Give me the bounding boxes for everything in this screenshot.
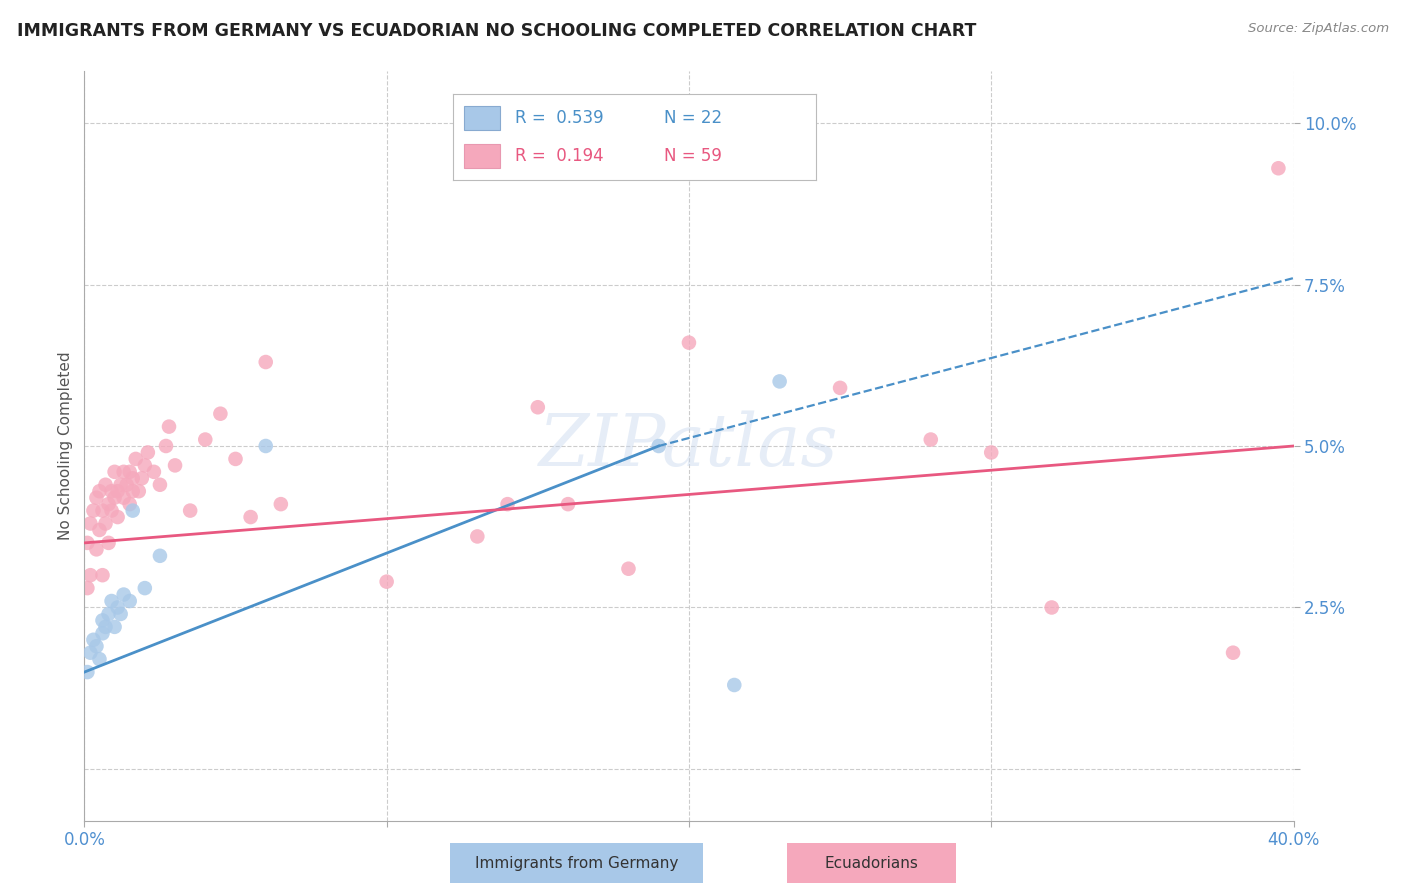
Point: [89, 484, 111, 499]
Point: [149, 477, 172, 491]
Point: [830, 381, 852, 395]
Point: [194, 433, 217, 447]
Point: [112, 465, 135, 479]
Point: [91, 568, 114, 582]
Point: [225, 451, 247, 466]
Point: [110, 477, 132, 491]
Point: [89, 652, 111, 666]
Point: [121, 503, 143, 517]
Point: [209, 407, 232, 421]
Point: [134, 581, 156, 595]
Point: [100, 503, 122, 517]
Point: [94, 477, 117, 491]
Point: [76, 581, 98, 595]
Point: [121, 471, 143, 485]
Point: [467, 529, 489, 543]
Point: [100, 594, 122, 608]
Point: [94, 516, 117, 531]
Point: [254, 355, 277, 369]
Point: [254, 439, 277, 453]
Point: [100, 484, 122, 499]
Point: [91, 626, 114, 640]
Point: [270, 497, 292, 511]
Point: [723, 678, 745, 692]
Text: Ecuadorians: Ecuadorians: [825, 855, 918, 871]
Point: [76, 665, 98, 679]
Point: [142, 465, 165, 479]
Point: [104, 620, 127, 634]
Text: Immigrants from Germany: Immigrants from Germany: [475, 855, 678, 871]
Point: [89, 523, 111, 537]
Text: ZIPatlas: ZIPatlas: [538, 410, 839, 482]
Point: [678, 335, 700, 350]
Point: [155, 439, 177, 453]
Point: [82, 632, 104, 647]
Point: [76, 536, 98, 550]
Point: [121, 484, 143, 499]
Point: [79, 568, 101, 582]
Point: [648, 439, 671, 453]
Point: [107, 510, 129, 524]
Point: [239, 510, 262, 524]
Point: [165, 458, 187, 473]
Point: [112, 491, 135, 505]
Point: [617, 562, 640, 576]
Point: [136, 445, 159, 459]
Point: [1267, 161, 1289, 176]
Point: [179, 503, 201, 517]
Text: IMMIGRANTS FROM GERMANY VS ECUADORIAN NO SCHOOLING COMPLETED CORRELATION CHART: IMMIGRANTS FROM GERMANY VS ECUADORIAN NO…: [17, 22, 976, 40]
Point: [82, 503, 104, 517]
Point: [131, 471, 153, 485]
Point: [118, 497, 141, 511]
Point: [157, 419, 180, 434]
Point: [107, 600, 129, 615]
Point: [97, 536, 120, 550]
Point: [86, 542, 108, 557]
Point: [97, 607, 120, 621]
Point: [94, 620, 117, 634]
Point: [118, 594, 141, 608]
Point: [91, 614, 114, 628]
Point: [104, 465, 127, 479]
Point: [1040, 600, 1063, 615]
Point: [107, 484, 129, 499]
Point: [118, 465, 141, 479]
Point: [125, 451, 148, 466]
Y-axis label: No Schooling Completed: No Schooling Completed: [58, 351, 73, 541]
Point: [104, 491, 127, 505]
Point: [557, 497, 579, 511]
Point: [920, 433, 942, 447]
Point: [134, 458, 156, 473]
Text: Source: ZipAtlas.com: Source: ZipAtlas.com: [1249, 22, 1389, 36]
Point: [97, 497, 120, 511]
Point: [375, 574, 398, 589]
Point: [110, 607, 132, 621]
Point: [79, 646, 101, 660]
Point: [91, 503, 114, 517]
Point: [769, 375, 792, 389]
Point: [1222, 646, 1244, 660]
Point: [128, 484, 150, 499]
Point: [86, 639, 108, 653]
Point: [79, 516, 101, 531]
Point: [86, 491, 108, 505]
Point: [980, 445, 1002, 459]
Point: [496, 497, 519, 511]
Point: [112, 588, 135, 602]
Point: [115, 477, 138, 491]
Point: [527, 401, 550, 415]
Point: [149, 549, 172, 563]
